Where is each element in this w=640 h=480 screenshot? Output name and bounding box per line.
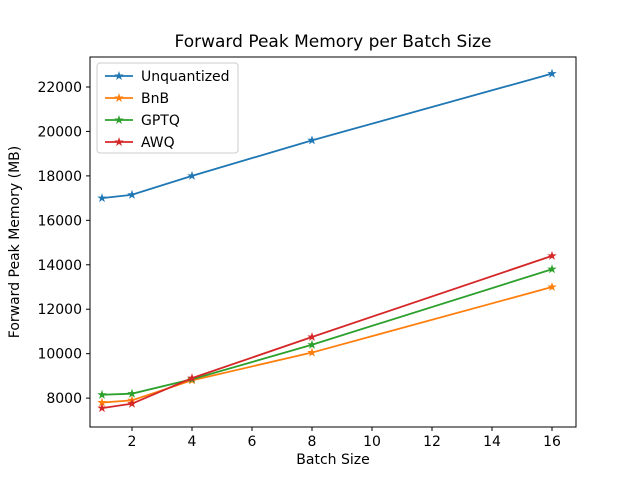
x-tick-label: 12: [423, 434, 441, 450]
series-marker-gptq: [127, 388, 137, 398]
y-tick-label: 18000: [37, 169, 82, 185]
x-tick-label: 10: [363, 434, 381, 450]
y-axis-label: Forward Peak Memory (MB): [7, 146, 23, 338]
series-marker-awq: [187, 373, 197, 383]
series-marker-awq: [127, 398, 137, 408]
series-marker-bnb: [97, 397, 107, 407]
legend-sample-marker-gptq: [114, 115, 124, 125]
series-marker-bnb: [307, 347, 317, 357]
y-tick-label: 22000: [37, 80, 82, 96]
series-marker-unquantized: [307, 135, 317, 145]
legend-sample-marker-bnb: [114, 93, 124, 103]
series-marker-gptq: [547, 264, 557, 274]
series-marker-bnb: [547, 282, 557, 292]
legend-item-unquantized: Unquantized: [141, 69, 230, 85]
series-marker-unquantized: [547, 68, 557, 78]
series-marker-gptq: [97, 389, 107, 399]
x-tick-label: 8: [308, 434, 317, 450]
series-marker-unquantized: [187, 170, 197, 180]
y-tick-label: 8000: [46, 391, 82, 407]
series-marker-awq: [307, 332, 317, 342]
x-tick-label: 16: [543, 434, 561, 450]
y-tick-label: 20000: [37, 124, 82, 140]
legend-frame: [96, 62, 239, 154]
series-marker-awq: [547, 250, 557, 260]
chart-title: Forward Peak Memory per Batch Size: [175, 32, 492, 52]
x-tick-label: 4: [188, 434, 197, 450]
series-marker-unquantized: [127, 189, 137, 199]
legend-item-bnb: BnB: [141, 91, 169, 107]
series-marker-awq: [97, 403, 107, 413]
legend-item-awq: AWQ: [141, 135, 175, 151]
plot-area: 2 4 6 8 10 12 14 16 8000 10000 12000 14000 16000 1800…: [37, 56, 577, 450]
axes-spines: [89, 56, 577, 428]
series-marker-unquantized: [97, 193, 107, 203]
x-tick-label: 2: [128, 434, 137, 450]
y-tick-label: 10000: [37, 347, 82, 363]
y-tick-label: 16000: [37, 213, 82, 229]
y-tick-label: 12000: [37, 302, 82, 318]
legend-sample-marker-unquantized: [114, 71, 124, 81]
y-tick-label: 14000: [37, 258, 82, 274]
legend-sample-marker-awq: [114, 137, 124, 147]
x-axis-label: Batch Size: [296, 452, 369, 468]
legend-item-gptq: GPTQ: [141, 113, 180, 129]
x-tick-label: 14: [483, 434, 501, 450]
series-marker-gptq: [307, 339, 317, 349]
x-tick-label: 6: [248, 434, 257, 450]
